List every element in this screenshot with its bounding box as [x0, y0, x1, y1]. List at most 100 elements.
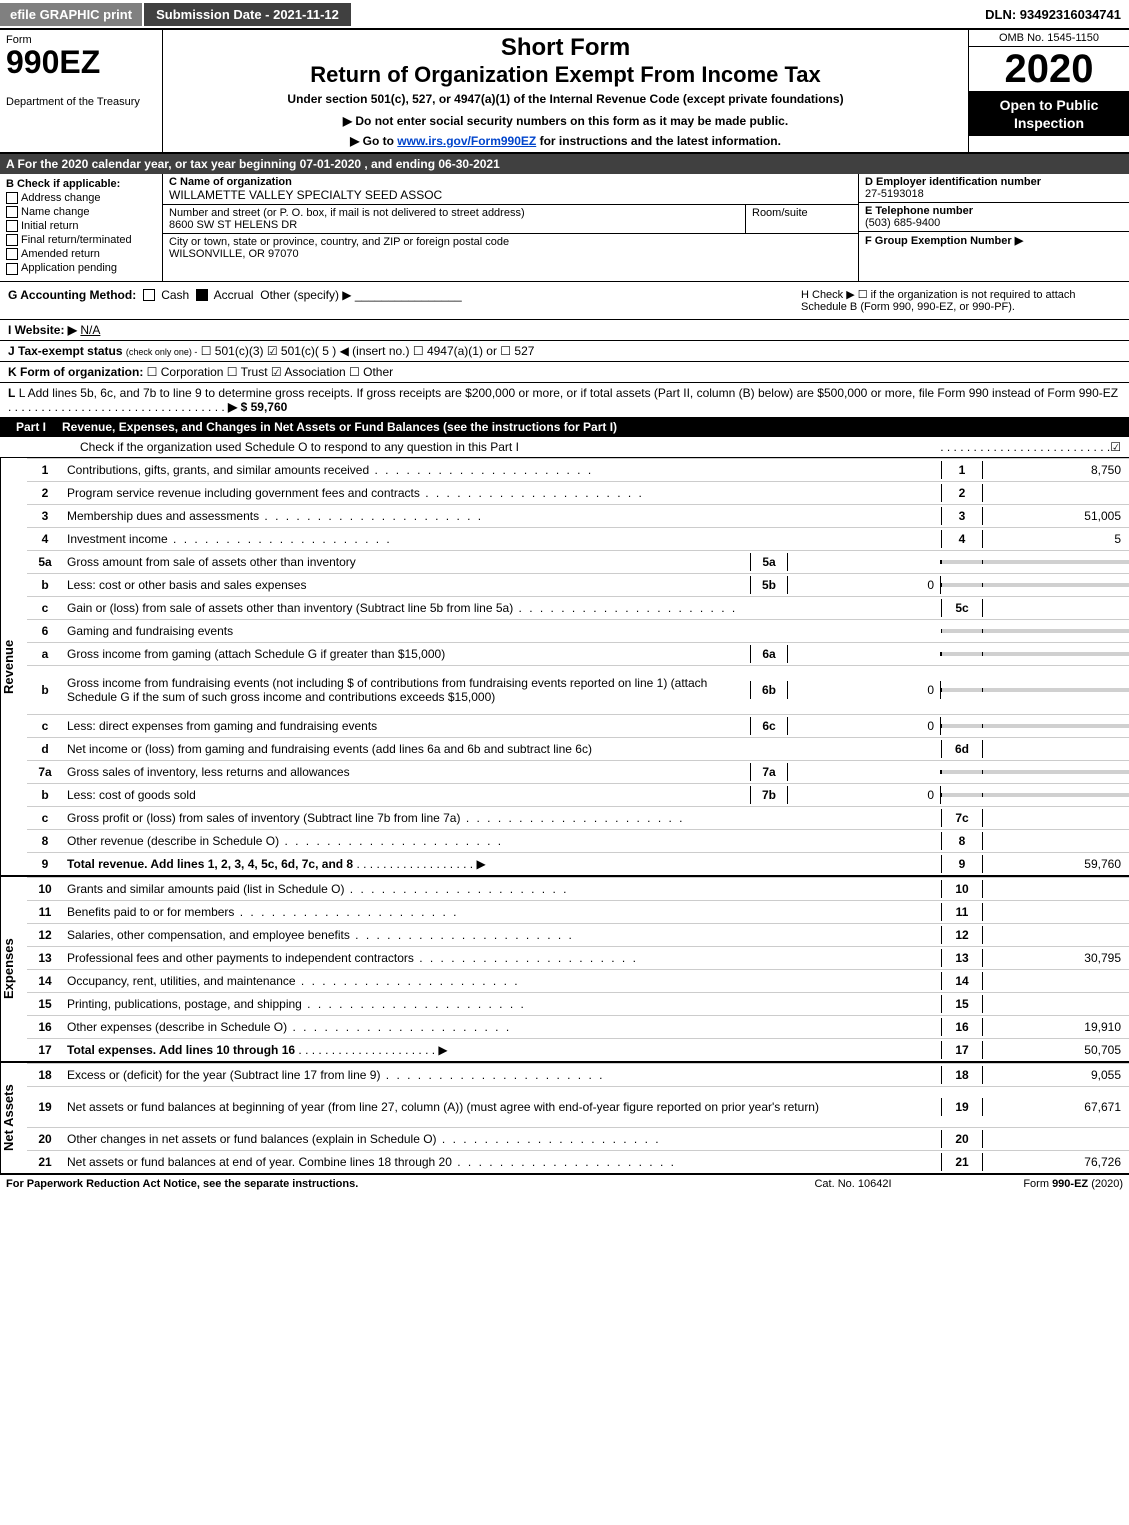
line-no: 14 — [27, 972, 63, 990]
line-desc: Less: cost of goods sold — [63, 786, 750, 804]
line-no: 20 — [27, 1130, 63, 1148]
goto-link-line: ▶ Go to www.irs.gov/Form990EZ for instru… — [171, 134, 960, 148]
checkbox-icon[interactable] — [6, 220, 18, 232]
section-gh: G Accounting Method: Cash Accrual Other … — [0, 282, 1129, 319]
line-5b: b Less: cost or other basis and sales ex… — [27, 573, 1129, 596]
line-desc: Printing, publications, postage, and shi… — [63, 995, 941, 1013]
sub-val: 0 — [788, 717, 941, 735]
checkbox-icon[interactable] — [6, 234, 18, 246]
num-col: 17 — [941, 1041, 983, 1059]
num-col: 21 — [941, 1153, 983, 1171]
line-no: a — [27, 645, 63, 663]
num-col: 8 — [941, 832, 983, 850]
num-col: 3 — [941, 507, 983, 525]
footer-mid: Cat. No. 10642I — [763, 1178, 943, 1190]
line-no: 2 — [27, 484, 63, 502]
section-j: J Tax-exempt status (check only one) - ☐… — [0, 340, 1129, 361]
line-desc: Less: direct expenses from gaming and fu… — [63, 717, 750, 735]
checkbox-icon[interactable] — [6, 263, 18, 275]
line-no: c — [27, 599, 63, 617]
line-17: 17 Total expenses. Add lines 10 through … — [27, 1038, 1129, 1061]
checkbox-icon[interactable] — [143, 289, 155, 301]
line-desc: Gross amount from sale of assets other t… — [63, 553, 750, 571]
form-header: Form 990EZ Department of the Treasury Sh… — [0, 30, 1129, 154]
i-label: I Website: ▶ — [8, 323, 77, 337]
section-b: B Check if applicable: Address change Na… — [0, 174, 163, 281]
line-21: 21 Net assets or fund balances at end of… — [27, 1150, 1129, 1173]
header-right: OMB No. 1545-1150 2020 Open to Public In… — [968, 30, 1129, 152]
line-no: c — [27, 809, 63, 827]
line-11: 11 Benefits paid to or for members 11 — [27, 900, 1129, 923]
efile-print-button[interactable]: efile GRAPHIC print — [0, 3, 144, 26]
sub-label: 6b — [750, 681, 788, 699]
line-no: 11 — [27, 903, 63, 921]
irs-link[interactable]: www.irs.gov/Form990EZ — [397, 134, 536, 148]
amt-col: 51,005 — [983, 507, 1129, 525]
line-no: 18 — [27, 1066, 63, 1084]
line-2: 2 Program service revenue including gove… — [27, 481, 1129, 504]
line-no: d — [27, 740, 63, 758]
checkbox-icon[interactable] — [196, 289, 208, 301]
g-cash: Cash — [161, 288, 189, 302]
line-6a: a Gross income from gaming (attach Sched… — [27, 642, 1129, 665]
j-label: J Tax-exempt status — [8, 344, 123, 358]
section-c: C Name of organization WILLAMETTE VALLEY… — [163, 174, 859, 281]
line-6c: c Less: direct expenses from gaming and … — [27, 714, 1129, 737]
checkbox-icon[interactable] — [6, 206, 18, 218]
top-bar: efile GRAPHIC print Submission Date - 20… — [0, 0, 1129, 30]
b-initial-return: Initial return — [6, 220, 156, 232]
donot-warning: ▶ Do not enter social security numbers o… — [171, 114, 960, 128]
l-amount: ▶ $ 59,760 — [228, 400, 287, 414]
checkbox-icon[interactable] — [6, 248, 18, 260]
under-section: Under section 501(c), 527, or 4947(a)(1)… — [171, 92, 960, 106]
j-small: (check only one) - — [126, 347, 198, 357]
d-ein: D Employer identification number 27-5193… — [859, 174, 1129, 203]
section-a-taxyear: A For the 2020 calendar year, or tax yea… — [0, 154, 1129, 174]
amt-col — [983, 816, 1129, 820]
line-no: 4 — [27, 530, 63, 548]
amt-col — [983, 629, 1129, 633]
amt-col — [983, 839, 1129, 843]
k-opts: ☐ Corporation ☐ Trust ☑ Association ☐ Ot… — [147, 365, 393, 379]
num-col: 7c — [941, 809, 983, 827]
e-label: E Telephone number — [865, 205, 1123, 217]
line-no: 10 — [27, 880, 63, 898]
line-5c: c Gain or (loss) from sale of assets oth… — [27, 596, 1129, 619]
return-title: Return of Organization Exempt From Incom… — [171, 62, 960, 88]
sub-val: 0 — [788, 576, 941, 594]
line-no: 21 — [27, 1153, 63, 1171]
website-value: N/A — [80, 323, 100, 337]
addr-label: Number and street (or P. O. box, if mail… — [169, 207, 739, 219]
num-col: 14 — [941, 972, 983, 990]
part-checkbox[interactable]: ☑ — [1110, 440, 1121, 454]
b-item-1: Name change — [21, 206, 90, 218]
num-col: 9 — [941, 855, 983, 873]
sub-label: 6c — [750, 717, 788, 735]
f-label: F Group Exemption Number ▶ — [865, 234, 1123, 247]
amt-col — [983, 910, 1129, 914]
part-title-text: Revenue, Expenses, and Changes in Net As… — [62, 420, 617, 434]
b-final-return: Final return/terminated — [6, 234, 156, 246]
sub-label: 5b — [750, 576, 788, 594]
line-4: 4 Investment income 4 5 — [27, 527, 1129, 550]
amt-col: 8,750 — [983, 461, 1129, 479]
line-desc: Less: cost or other basis and sales expe… — [63, 576, 750, 594]
line-6: 6 Gaming and fundraising events — [27, 619, 1129, 642]
sub-val: 0 — [788, 681, 941, 699]
netassets-vert-label: Net Assets — [0, 1063, 27, 1173]
footer-left: For Paperwork Reduction Act Notice, see … — [6, 1178, 763, 1190]
checkbox-icon[interactable] — [6, 192, 18, 204]
city-label: City or town, state or province, country… — [169, 236, 852, 248]
line-9-text: Total revenue. Add lines 1, 2, 3, 4, 5c,… — [67, 857, 353, 871]
netassets-body: 18 Excess or (deficit) for the year (Sub… — [27, 1063, 1129, 1173]
num-col: 13 — [941, 949, 983, 967]
num-col: 1 — [941, 461, 983, 479]
num-col — [941, 793, 983, 797]
amt-col — [983, 560, 1129, 564]
amt-col — [983, 583, 1129, 587]
num-col: 19 — [941, 1098, 983, 1116]
num-col — [941, 652, 983, 656]
sub-val — [788, 652, 941, 656]
amt-col: 30,795 — [983, 949, 1129, 967]
line-15: 15 Printing, publications, postage, and … — [27, 992, 1129, 1015]
